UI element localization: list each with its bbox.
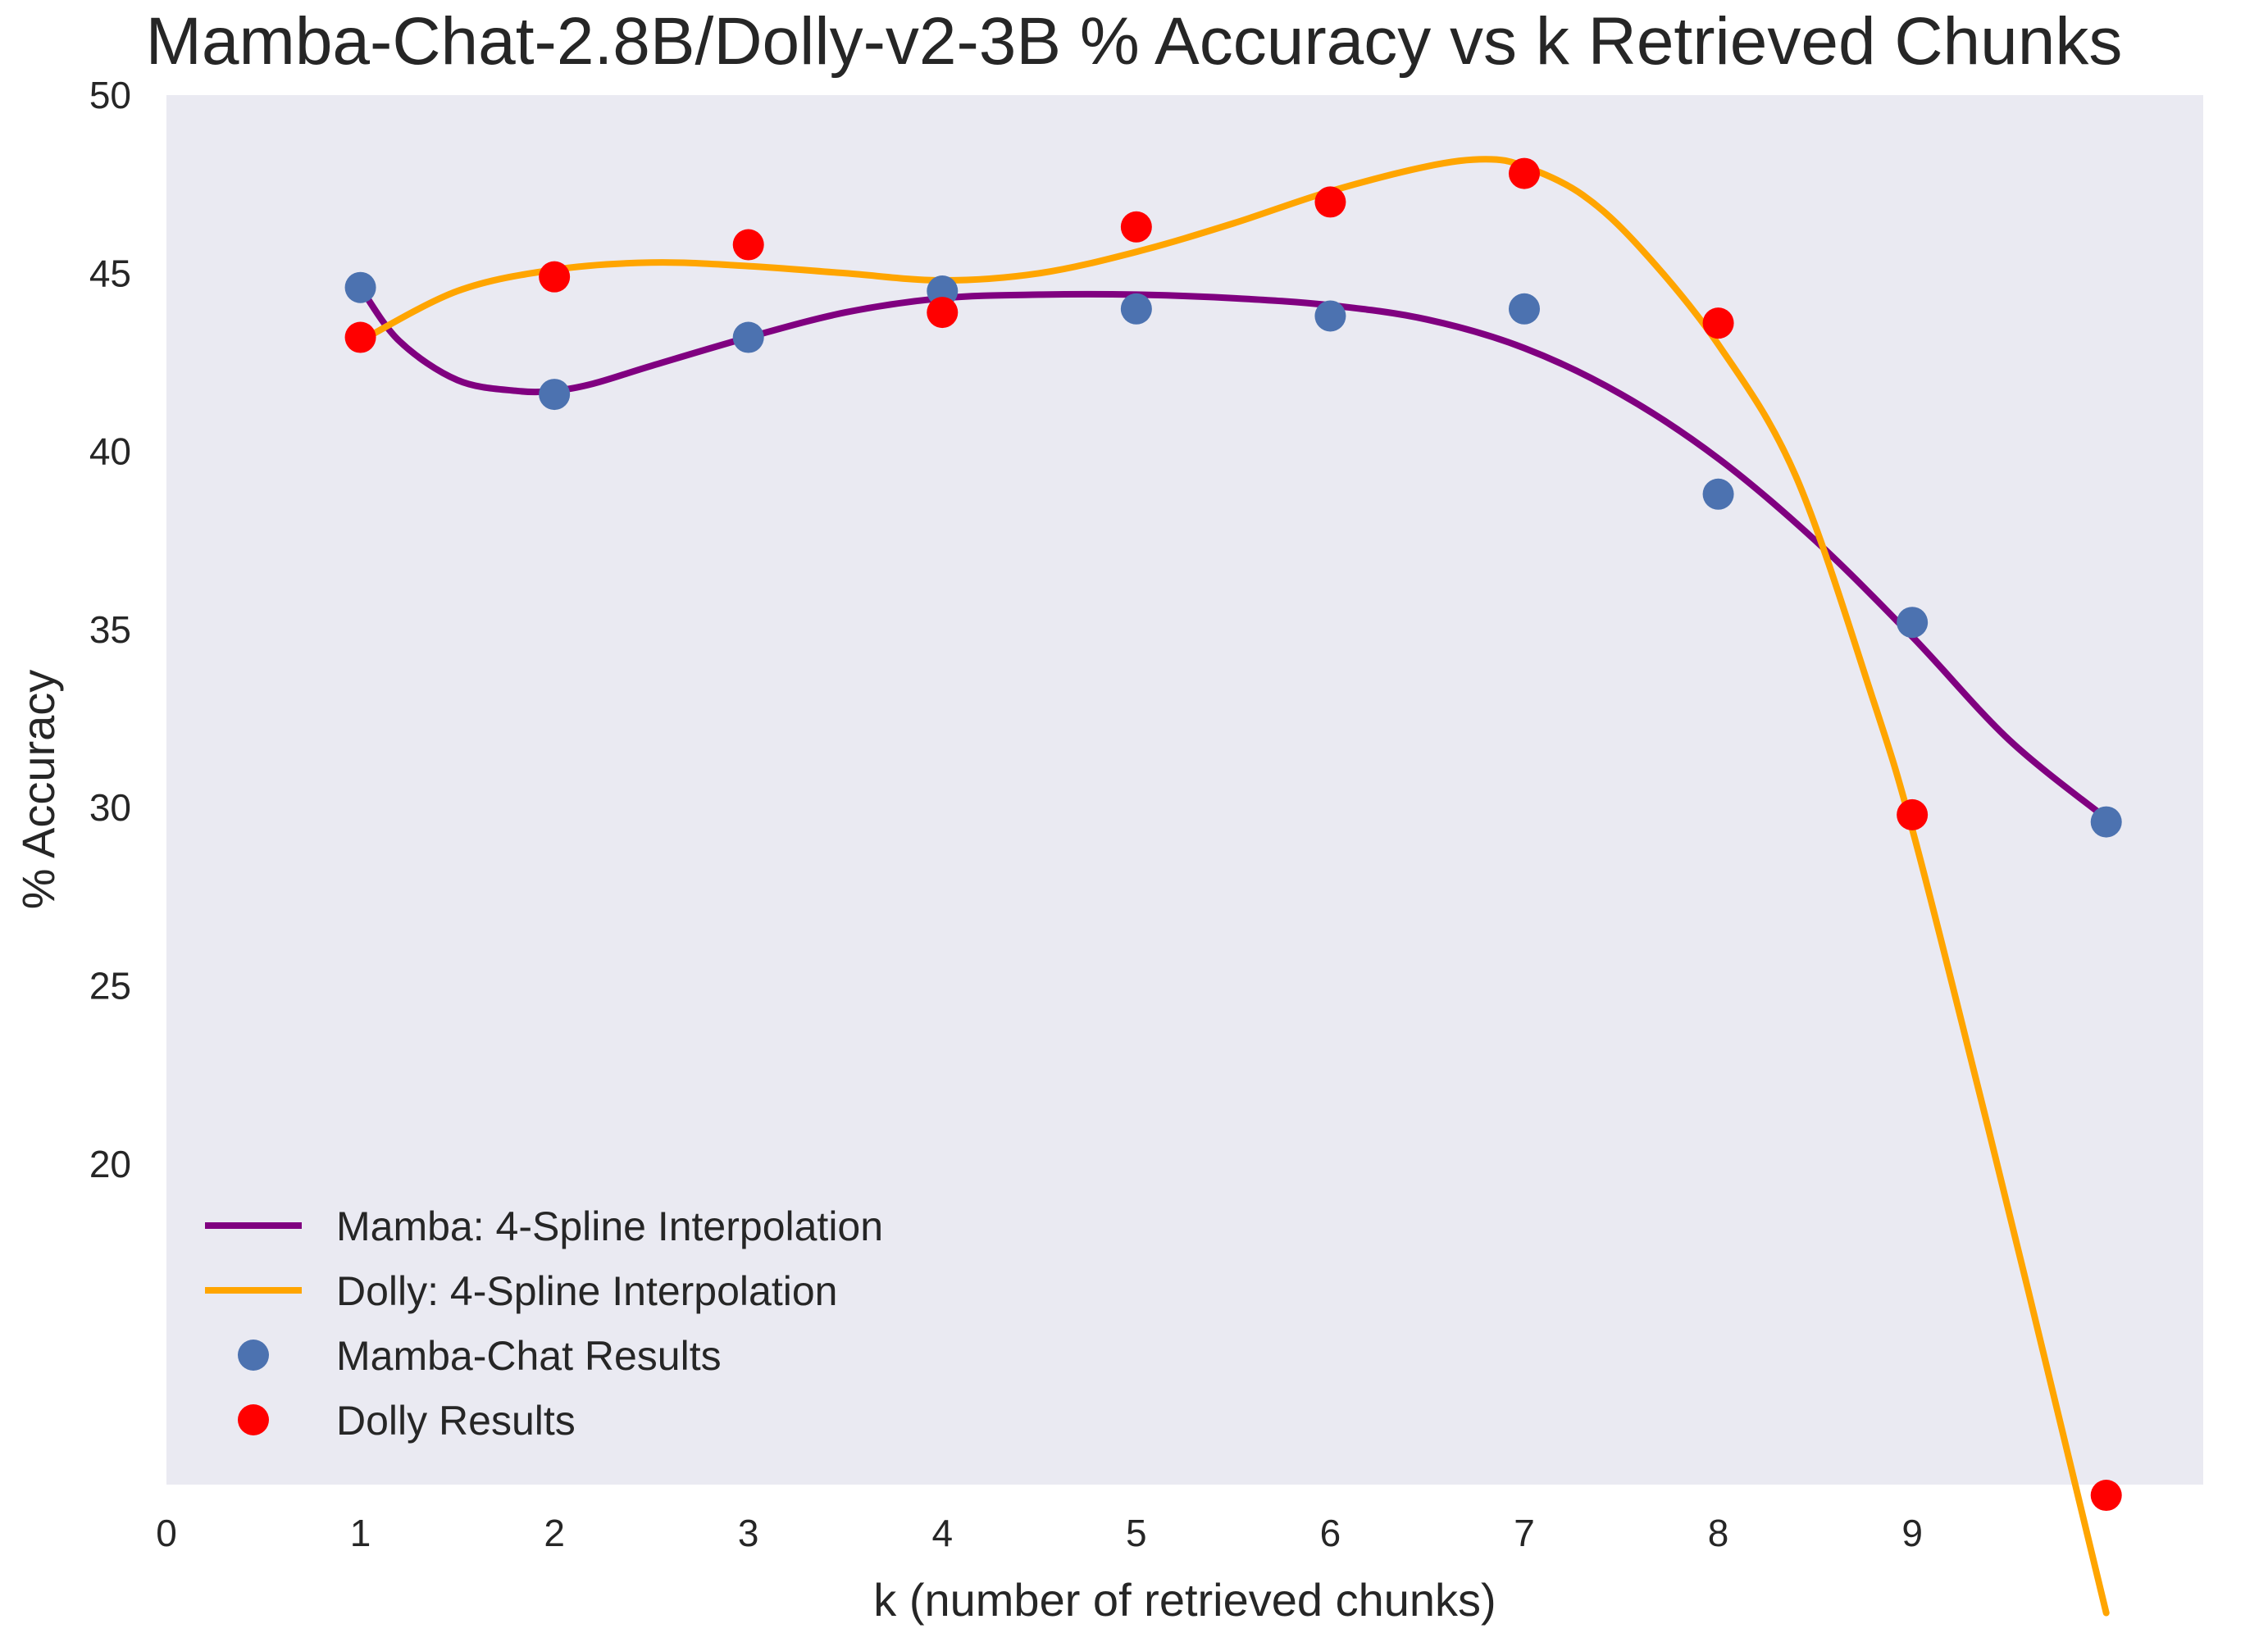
dolly-results-point [344,321,376,353]
x-tick-label: 0 [156,1512,177,1554]
x-tick-label: 6 [1320,1512,1341,1554]
x-tick-label: 3 [738,1512,759,1554]
y-tick-label: 50 [89,74,131,116]
mamba-chat-results-point [539,379,571,411]
mamba-chat-results-point [1509,293,1540,325]
y-tick-labels: 20 25 30 35 40 45 50 [89,74,131,1185]
legend-label: Dolly: 4-Spline Interpolation [336,1268,837,1314]
dolly-results-point [732,229,764,261]
dolly-results-points [344,157,2122,1512]
y-tick-label: 35 [89,608,131,651]
x-tick-label: 7 [1514,1512,1535,1554]
x-tick-labels: 0 1 2 3 4 5 6 7 8 9 [156,1512,1923,1554]
mamba-chat-results-points [344,271,2122,838]
y-axis-label: % Accuracy [12,670,64,910]
y-tick-label: 40 [89,430,131,473]
legend-item-dolly-4-spline-interpolation: Dolly: 4-Spline Interpolation [205,1268,837,1314]
legend-item-mamba-chat-results: Mamba-Chat Results [238,1333,722,1379]
y-tick-label: 20 [89,1143,131,1185]
mamba-chat-results-point [732,321,764,353]
x-tick-label: 9 [1901,1512,1923,1554]
legend-swatch-marker [238,1340,269,1371]
y-tick-label: 30 [89,786,131,829]
dolly-4-spline-interpolation-line [357,156,2110,1617]
legend-label: Mamba-Chat Results [336,1333,722,1379]
x-tick-label: 5 [1126,1512,1147,1554]
dolly-results-point [1314,186,1346,218]
y-tick-label: 25 [89,965,131,1008]
legend-swatch-marker [238,1404,269,1435]
mamba-chat-results-point [1897,607,1929,639]
x-tick-label: 2 [544,1512,565,1554]
legend-item-dolly-results: Dolly Results [238,1398,576,1444]
x-tick-label: 1 [350,1512,371,1554]
legend: Mamba: 4-Spline Interpolation Dolly: 4-Sp… [205,1203,883,1444]
y-tick-label: 45 [89,252,131,294]
legend-label: Dolly Results [336,1398,576,1444]
mamba-chat-results-point [1314,300,1346,332]
x-axis-label: k (number of retrieved chunks) [873,1574,1496,1626]
dolly-results-point [1509,157,1540,189]
dolly-results-point [1120,211,1152,243]
chart-title: Mamba-Chat-2.8B/Dolly-v2-3B % Accuracy v… [146,4,2123,79]
mamba-chat-results-point [1120,293,1152,325]
x-tick-label: 4 [931,1512,953,1554]
legend-label: Mamba: 4-Spline Interpolation [336,1203,883,1249]
series-layer [344,156,2122,1617]
dolly-results-point [539,261,571,293]
dolly-results-point [1897,798,1929,830]
mamba-chat-results-point [2090,806,2122,838]
plot-background [166,95,2203,1485]
mamba-chat-results-point [1702,478,1734,510]
dolly-results-point [1702,307,1734,339]
mamba-chat-results-point [927,275,959,307]
dolly-results-point [927,297,959,329]
mamba-chat-results-point [344,271,376,303]
legend-item-mamba-4-spline-interpolation: Mamba: 4-Spline Interpolation [205,1203,883,1249]
x-tick-label: 8 [1708,1512,1729,1554]
dolly-results-point [2090,1480,2122,1512]
